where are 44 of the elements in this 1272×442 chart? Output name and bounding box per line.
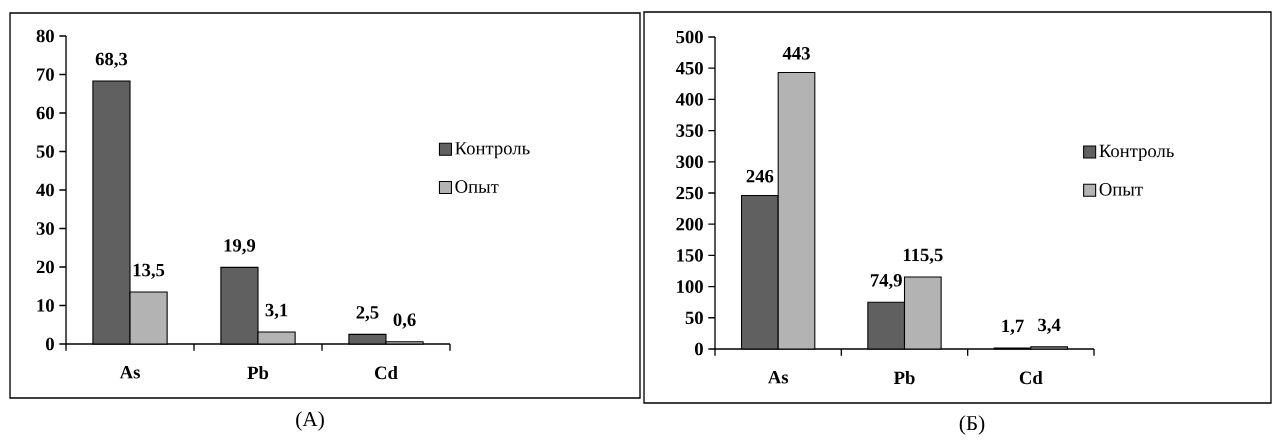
legend-label: Контроль bbox=[1099, 144, 1174, 162]
data-label: 68,3 bbox=[95, 52, 128, 69]
y-tick-label: 300 bbox=[676, 155, 703, 169]
data-label: 0,6 bbox=[393, 313, 416, 329]
data-label: 19,9 bbox=[224, 239, 256, 255]
x-tick-label: Cd bbox=[1019, 371, 1043, 385]
data-label: 1,7 bbox=[1002, 319, 1024, 335]
data-label: 246 bbox=[746, 169, 774, 183]
y-tick-label: 50 bbox=[36, 145, 54, 158]
y-tick-label: 500 bbox=[676, 30, 703, 44]
y-tick-label: 450 bbox=[675, 61, 703, 75]
x-tick-label: As bbox=[119, 366, 140, 379]
y-tick-label: 30 bbox=[36, 222, 54, 235]
y-tick-label: 60 bbox=[36, 106, 54, 120]
text: (Б) bbox=[959, 415, 985, 435]
data-label: 3,1 bbox=[265, 303, 288, 320]
y-tick-label: 80 bbox=[36, 29, 54, 43]
y-tick-label: 20 bbox=[36, 260, 54, 274]
y-tick-label: 100 bbox=[677, 280, 703, 293]
y-tick-label: 50 bbox=[685, 311, 703, 325]
legend-label: Контроль bbox=[455, 142, 530, 159]
data-label: 3,4 bbox=[1038, 318, 1061, 334]
legend-label: Опыт bbox=[1099, 183, 1143, 196]
y-tick-label: 200 bbox=[676, 217, 703, 231]
data-label: 115,5 bbox=[903, 248, 943, 264]
y-tick-label: 0 bbox=[46, 337, 54, 351]
y-tick-label: 250 bbox=[676, 186, 703, 200]
y-tick-label: 70 bbox=[37, 68, 54, 81]
y-tick-label: 0 bbox=[695, 342, 703, 356]
text: (А) bbox=[296, 411, 324, 431]
y-tick-label: 400 bbox=[675, 93, 703, 106]
data-label: 443 bbox=[782, 47, 810, 60]
y-tick-label: 150 bbox=[677, 249, 703, 262]
x-tick-label: Cd bbox=[374, 366, 398, 380]
legend-label: Опыт bbox=[455, 180, 499, 193]
x-tick-label: Pb bbox=[893, 371, 915, 385]
data-label: 13,5 bbox=[133, 263, 165, 280]
data-label: 2,5 bbox=[356, 306, 379, 322]
data-label: 74,9 bbox=[870, 274, 902, 290]
y-tick-label: 10 bbox=[37, 299, 54, 312]
x-tick-label: As bbox=[767, 371, 789, 384]
y-tick-label: 40 bbox=[36, 183, 54, 197]
y-tick-label: 350 bbox=[676, 124, 703, 137]
x-tick-label: Pb bbox=[247, 366, 269, 380]
